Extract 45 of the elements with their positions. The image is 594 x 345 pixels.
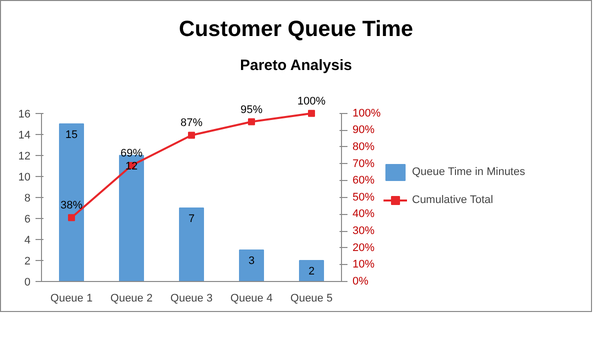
- bar: [239, 249, 264, 282]
- bar: [59, 123, 84, 282]
- y-tick-label: 10: [18, 171, 31, 184]
- x-tick-label: Queue 5: [290, 292, 333, 304]
- point: [68, 214, 75, 222]
- y-tick-label: 14: [18, 129, 31, 142]
- y2-tick-label: 40%: [352, 208, 375, 220]
- data-label: 15: [65, 128, 78, 141]
- point: [248, 118, 255, 126]
- data-label: 7: [188, 212, 195, 225]
- y2-tick-label: 60%: [352, 174, 375, 187]
- y-tick-label: 12: [18, 150, 31, 162]
- legend-label: Queue Time in Minutes: [412, 166, 526, 178]
- y2-tick-label: 70%: [352, 158, 375, 170]
- y2-tick-label: 80%: [352, 140, 375, 153]
- y2-tick-label: 30%: [352, 225, 375, 238]
- chart-title: Customer Queue Time: [178, 15, 414, 43]
- y2-tick-label: 50%: [352, 191, 375, 204]
- bar: [179, 207, 204, 282]
- x-tick-label: Queue 1: [50, 292, 93, 304]
- x-tick-label: Queue 3: [170, 292, 213, 304]
- data-label: 95%: [240, 104, 263, 116]
- data-label: 38%: [60, 200, 83, 212]
- y-tick-label: 16: [18, 108, 31, 120]
- bar: [299, 260, 324, 282]
- y2-tick-label: 90%: [352, 124, 375, 136]
- data-label: 3: [248, 254, 255, 267]
- point: [308, 110, 315, 117]
- y2-tick-label: 10%: [352, 258, 375, 271]
- legend-label: Cumulative Total: [412, 194, 494, 206]
- x-tick-label: Queue 4: [230, 292, 273, 304]
- data-label: 100%: [297, 95, 326, 108]
- y-tick-label: 6: [24, 213, 31, 226]
- y-tick-label: 0: [24, 276, 31, 288]
- y-tick-label: 2: [24, 255, 31, 268]
- y-tick-label: 4: [24, 234, 31, 246]
- y2-tick-label: 0%: [352, 276, 369, 288]
- chart-subtitle: Pareto Analysis: [240, 56, 352, 76]
- data-label: 2: [308, 265, 315, 278]
- x-tick-label: Queue 2: [110, 292, 153, 304]
- y2-tick-label: 100%: [352, 107, 381, 120]
- y2-tick-label: 20%: [352, 242, 375, 254]
- y-tick-label: 8: [24, 192, 31, 204]
- data-label: 87%: [180, 117, 203, 130]
- point: [188, 132, 195, 139]
